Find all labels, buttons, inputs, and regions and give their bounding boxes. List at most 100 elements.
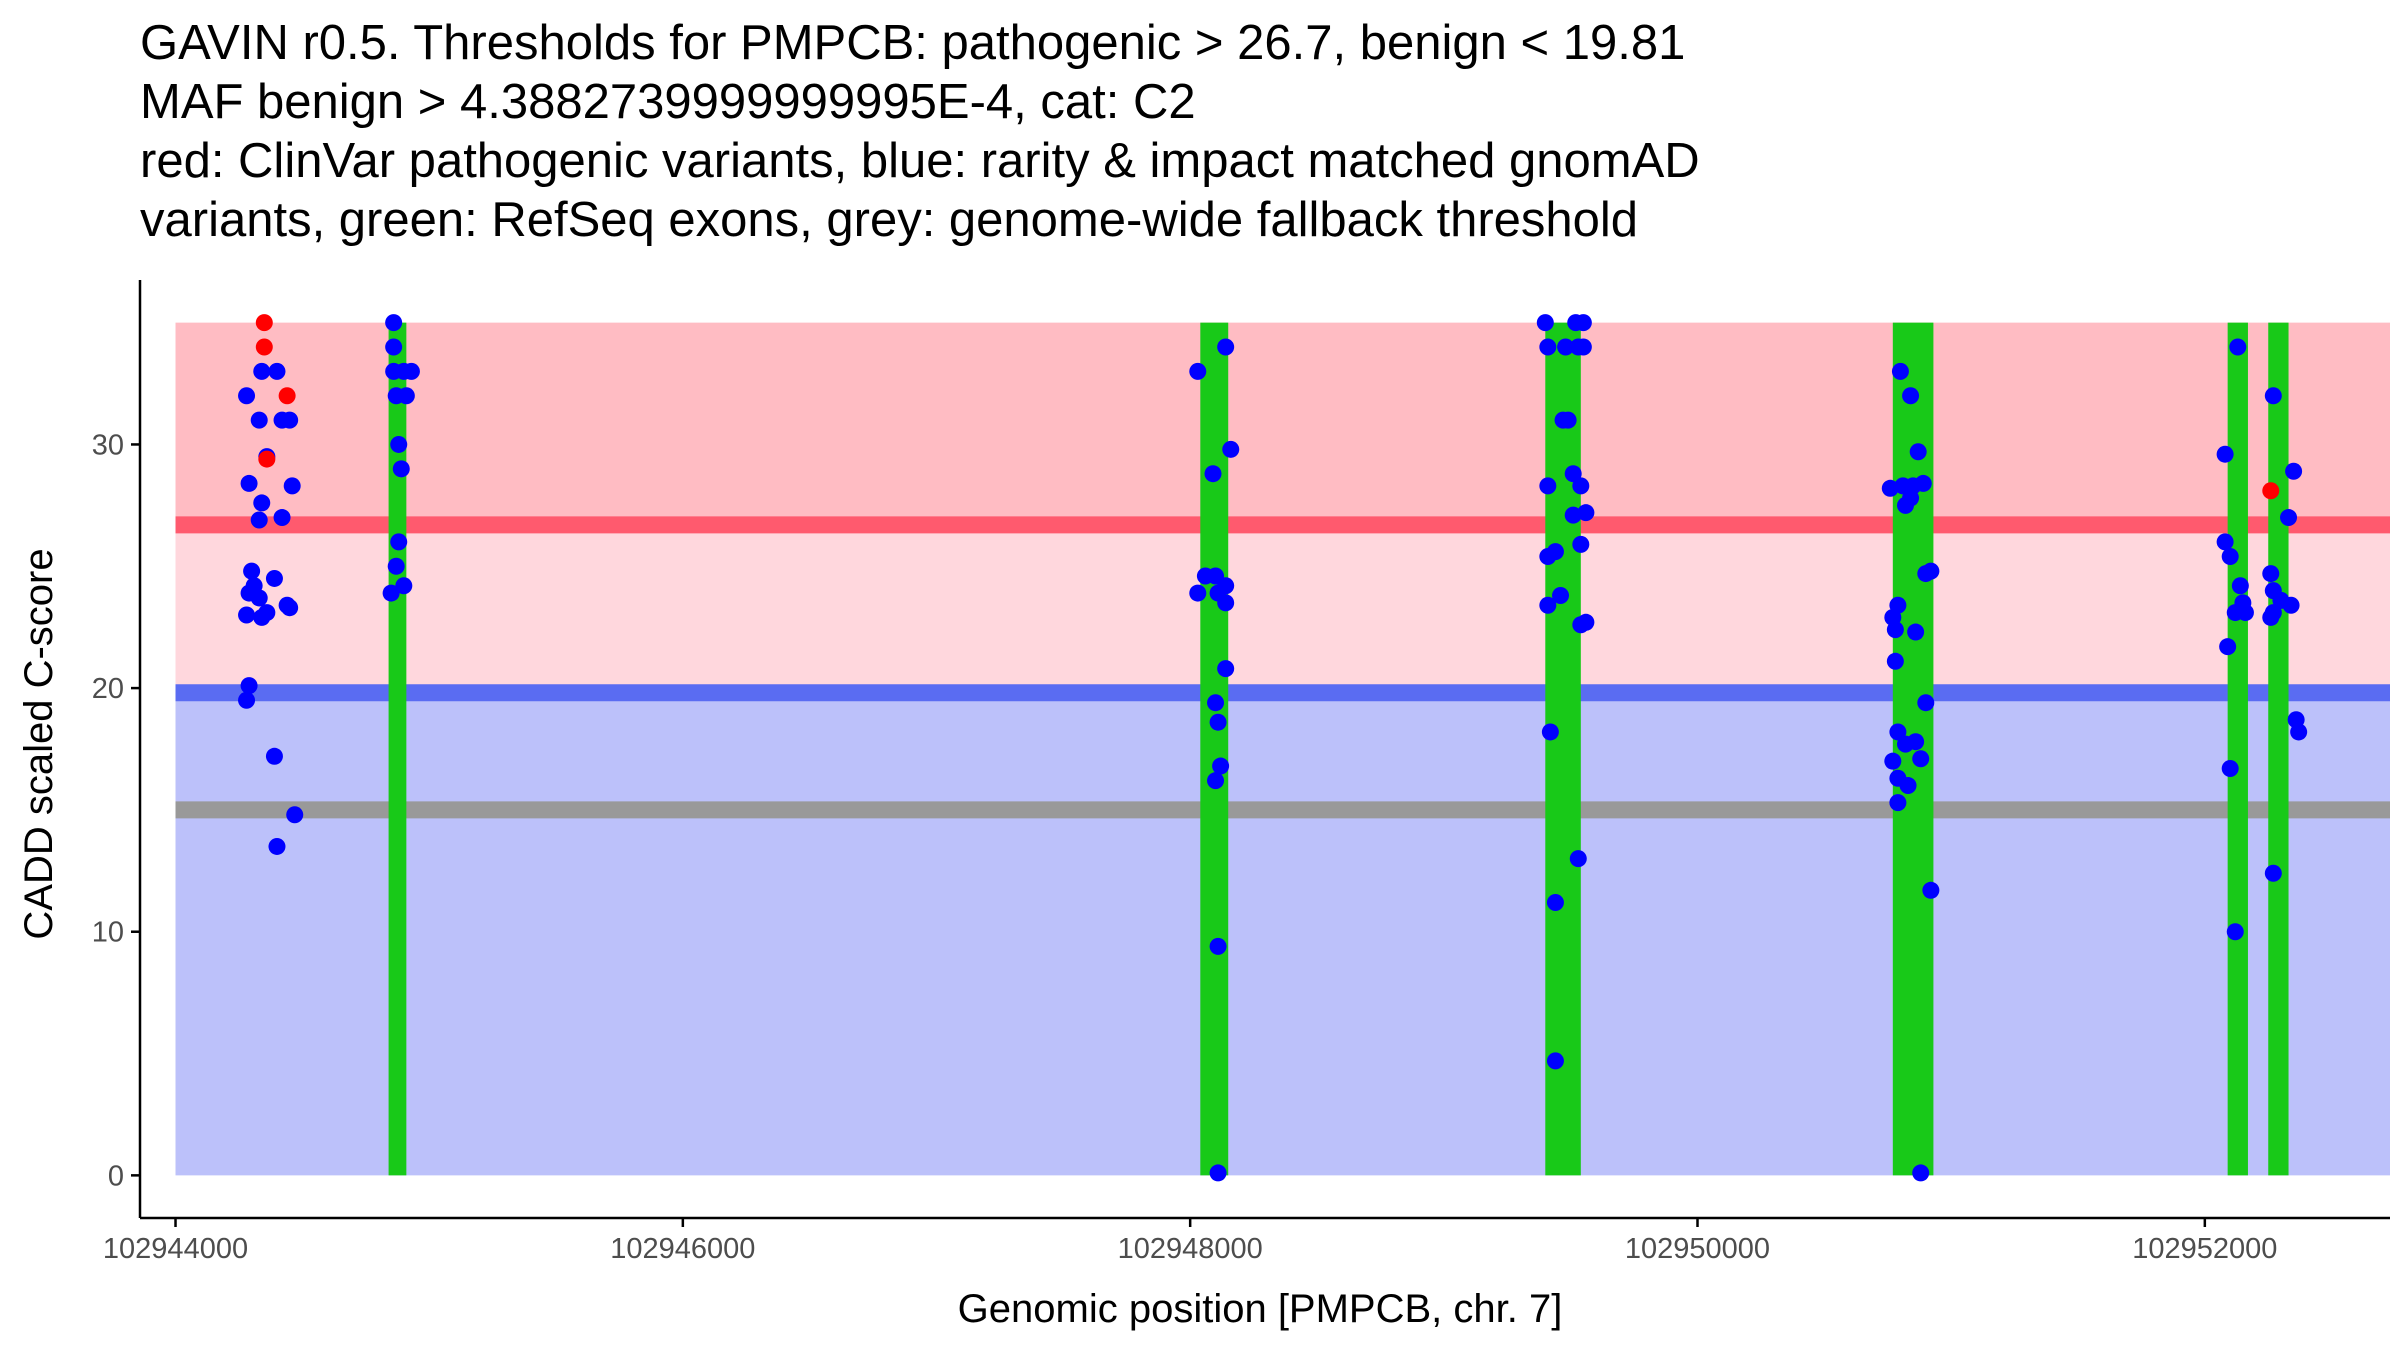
gnomad-point [1217,594,1235,612]
benign-zone [175,692,2391,1176]
gnomad-point [1217,660,1235,678]
x-tick-label: 102948000 [1118,1233,1263,1265]
gnomad-point [1546,893,1564,911]
gnomad-point [253,494,271,512]
x-tick-label: 102952000 [2132,1233,2277,1265]
y-tick-label: 20 [92,673,124,705]
y-tick-label: 10 [92,917,124,949]
gnomad-point [392,460,410,478]
gnomad-point [1907,623,1925,641]
gnomad-point [1541,723,1559,741]
gnomad-point [1539,338,1557,356]
y-tick-label: 0 [108,1160,124,1192]
gnomad-point [258,604,276,622]
gnomad-point [382,584,400,602]
gnomad-point [1546,1052,1564,1070]
gnomad-point [1574,338,1592,356]
gnomad-point [1209,713,1227,731]
gnomad-point [1889,794,1907,812]
gnomad-point [1569,850,1587,868]
gnomad-point [390,435,408,453]
gnomad-point [2262,565,2280,583]
gnomad-point [1559,411,1577,429]
clinvar-point [258,450,276,468]
exon-bar-2 [1200,322,1229,1176]
gnomad-point [243,562,261,580]
gnomad-point [1539,596,1557,614]
y-tick-label: 30 [92,429,124,461]
gnomad-point [273,509,291,527]
gnomad-point [2290,723,2308,741]
x-tick-label: 102946000 [610,1233,755,1265]
gnomad-point [238,691,256,709]
gnomad-point [1902,387,1920,405]
gnomad-point [1209,937,1227,955]
gnomad-point [2221,759,2239,777]
gnomad-point [1217,338,1235,356]
gnomad-point [1536,314,1554,332]
title-line-4: variants, green: RefSeq exons, grey: gen… [140,193,1639,247]
gnomad-point [1884,752,1902,770]
gnomad-point [2226,923,2244,941]
gnomad-point [395,577,413,595]
gnomad-point [2262,608,2280,626]
gnomad-point [390,533,408,551]
gnomad-point [1907,733,1925,751]
title-line-2: MAF benign > 4.3882739999999995E-4, cat:… [140,75,1196,129]
gnomad-point [1891,362,1909,380]
gnomad-point [286,806,304,824]
x-tick-label: 102944000 [103,1233,248,1265]
pathogenic-zone [175,322,2391,525]
gnomad-point [265,569,283,587]
gnomad-point [268,362,286,380]
gnomad-point [1557,338,1575,356]
gnomad-point [283,477,301,495]
gnomad-point [1572,535,1590,553]
gnomad-point [1222,440,1240,458]
x-tick-label: 102950000 [1625,1233,1770,1265]
gnomad-point [1572,477,1590,495]
gnomad-point [1881,479,1899,497]
gnomad-point [268,837,286,855]
gnomad-point [1912,1164,1930,1182]
gnomad-point [240,474,258,492]
variant-points [238,314,2308,1182]
tick-labels: 0 10 20 30 102944000 102946000 102948000 102950… [92,429,2278,1265]
title-line-1: GAVIN r0.5. Thresholds for PMPCB: pathog… [140,16,1686,70]
zone-bands [175,322,2391,1176]
gnomad-point [385,314,403,332]
gnomad-point [385,338,403,356]
gnomad-point [265,747,283,765]
exon-bar-5 [2227,322,2248,1176]
gnomad-point [1899,777,1917,795]
gnomad-point [2264,864,2282,882]
gnomad-point [1886,621,1904,639]
axes [131,280,2390,1227]
gnomad-point [2221,548,2239,566]
gnomad-point [1922,881,1940,899]
gnomad-point [1886,652,1904,670]
exon-bar-6 [2268,322,2289,1176]
gnomad-point [1917,694,1935,712]
gnomad-point [1204,465,1222,483]
gnomad-point [1909,443,1927,461]
gnomad-point [387,557,405,575]
gnomad-point [2280,509,2298,527]
threshold-lines [175,516,2390,819]
gnomad-point [1207,772,1225,790]
gnomad-point [1207,694,1225,712]
gnomad-point [2282,596,2300,614]
gnomad-point [2216,445,2234,463]
gnomad-point [1902,489,1920,507]
gnomad-point [397,387,415,405]
gnomad-point [250,511,268,529]
gnomad-point [1189,362,1207,380]
gnomad-point [281,411,299,429]
y-axis-title: CADD scaled C-score [17,548,61,939]
clinvar-point [255,314,273,332]
gnomad-point [240,677,258,695]
gnomad-point [1552,587,1570,605]
gnomad-point [238,387,256,405]
gnomad-point [238,606,256,624]
